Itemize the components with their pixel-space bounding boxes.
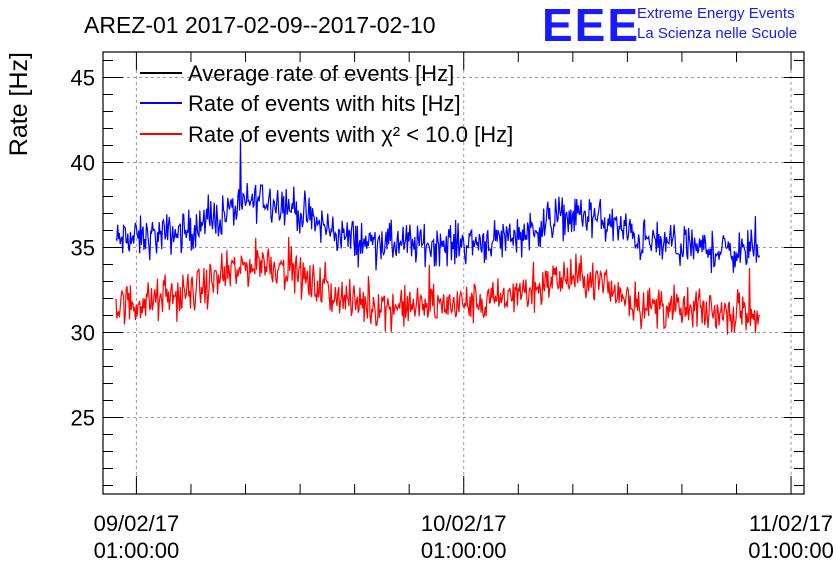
eee-logo-mark: EEE <box>542 0 640 51</box>
legend-label-0: Average rate of events [Hz] <box>188 61 454 86</box>
y-axis-title: Rate [Hz] <box>5 52 33 156</box>
y-tick-label: 30 <box>71 321 95 346</box>
x-tick-time-label: 01:00:00 <box>748 538 834 563</box>
x-tick-date-label: 10/02/17 <box>421 511 507 536</box>
eee-logo-line2: La Scienza nelle Scuole <box>637 25 797 42</box>
legend-label-2: Rate of events with χ² < 10.0 [Hz] <box>188 122 513 147</box>
series-line-1 <box>115 138 761 274</box>
tick-labels: 253035404509/02/1701:00:0010/02/1701:00:… <box>71 66 834 564</box>
x-tick-time-label: 01:00:00 <box>94 538 180 563</box>
x-tick-date-label: 09/02/17 <box>94 511 180 536</box>
y-tick-label: 40 <box>71 151 95 176</box>
y-tick-label: 25 <box>71 406 95 431</box>
legend-label-1: Rate of events with hits [Hz] <box>188 91 461 116</box>
eee-logo: EEE Extreme Energy Events La Scienza nel… <box>542 0 797 51</box>
legend: Average rate of events [Hz] Rate of event… <box>140 61 513 147</box>
chart-title: AREZ-01 2017-02-09--2017-02-10 <box>84 12 436 38</box>
x-tick-date-label: 11/02/17 <box>749 511 833 536</box>
eee-logo-line1: Extreme Energy Events <box>637 5 795 22</box>
series-layer <box>115 138 761 335</box>
y-tick-label: 45 <box>71 66 95 91</box>
y-tick-label: 35 <box>71 236 95 261</box>
plot-frame <box>102 51 805 495</box>
axes <box>102 51 805 495</box>
series-line-2 <box>115 236 761 335</box>
grid-lines <box>103 52 804 494</box>
x-tick-time-label: 01:00:00 <box>421 538 507 563</box>
